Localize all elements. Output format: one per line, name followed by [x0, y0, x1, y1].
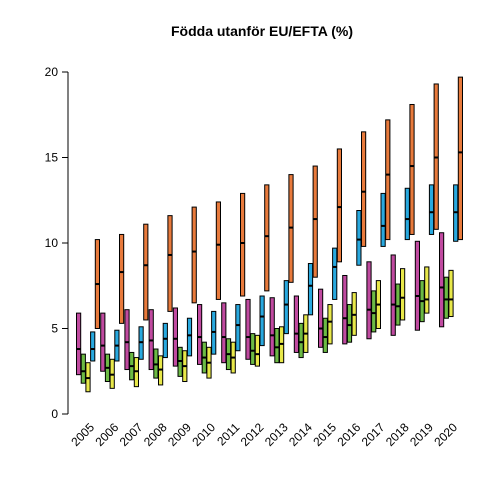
y-tick-label: 5	[51, 322, 58, 336]
range-box	[264, 184, 270, 292]
range-box	[336, 148, 342, 263]
chart-title: Födda utanför EU/EFTA (%)	[171, 23, 353, 39]
range-box	[318, 288, 324, 348]
x-tick-label: 2006	[93, 420, 122, 449]
range-box	[245, 298, 251, 360]
range-box	[322, 317, 328, 353]
range-box	[172, 307, 179, 367]
range-box	[457, 76, 463, 241]
range-box	[250, 333, 256, 365]
y-tick-label: 15	[45, 151, 59, 165]
x-tick-label: 2013	[262, 420, 291, 449]
x-tick-label: 2019	[407, 420, 436, 449]
range-box	[414, 240, 420, 331]
range-box	[395, 283, 401, 326]
range-box	[439, 232, 445, 328]
range-box	[269, 297, 275, 357]
range-box	[259, 295, 265, 347]
range-box	[380, 192, 386, 247]
range-box	[400, 268, 406, 321]
range-box	[448, 269, 454, 318]
range-box	[409, 103, 415, 235]
plot-area	[76, 76, 463, 393]
range-box	[167, 215, 173, 312]
y-tick-label: 10	[45, 236, 59, 250]
y-ticks: 0 5 10 15 20	[45, 65, 68, 421]
range-box	[356, 210, 362, 266]
y-tick-label: 0	[51, 407, 58, 421]
range-box	[371, 290, 377, 333]
range-box	[80, 353, 86, 384]
range-box	[240, 192, 246, 297]
x-ticks: 2005200620072008200920102011201220132014…	[68, 420, 460, 449]
range-box	[119, 233, 125, 324]
range-box	[342, 274, 348, 345]
range-box	[443, 276, 449, 319]
range-box	[197, 304, 203, 365]
range-box	[424, 266, 430, 314]
range-box	[162, 322, 168, 359]
x-tick-label: 2020	[431, 420, 460, 449]
range-box	[215, 201, 222, 300]
range-box	[428, 184, 435, 235]
x-tick-label: 2014	[286, 420, 315, 449]
x-tick-label: 2007	[117, 420, 146, 449]
range-box	[327, 304, 333, 345]
x-tick-label: 2009	[165, 420, 194, 449]
x-tick-label: 2011	[214, 420, 242, 448]
x-tick-label: 2012	[238, 420, 267, 449]
y-tick-label: 20	[45, 65, 59, 79]
range-box	[76, 312, 82, 376]
x-tick-label: 2010	[189, 420, 218, 449]
range-box	[254, 334, 261, 367]
range-box	[90, 331, 96, 362]
range-box	[283, 280, 289, 335]
range-box	[346, 304, 353, 343]
range-box	[361, 131, 367, 247]
range-box	[221, 302, 227, 364]
range-box	[366, 261, 372, 340]
range-box	[143, 223, 149, 321]
x-tick-label: 2016	[335, 420, 364, 449]
x-tick-label: 2008	[141, 420, 170, 449]
x-tick-label: 2017	[359, 420, 388, 449]
range-box	[385, 119, 391, 241]
x-tick-label: 2015	[310, 420, 339, 449]
range-box	[274, 328, 280, 364]
range-box	[404, 187, 410, 241]
range-box	[293, 295, 299, 353]
x-tick-label: 2005	[68, 420, 97, 449]
range-box	[298, 322, 304, 359]
range-box	[307, 263, 314, 316]
range-box	[186, 317, 193, 357]
range-box	[390, 254, 396, 336]
x-tick-label: 2018	[383, 420, 412, 449]
range-box	[332, 247, 338, 300]
range-box	[124, 309, 130, 371]
range-box	[100, 312, 106, 372]
range-box	[191, 206, 197, 304]
range-box	[235, 304, 241, 352]
range-box	[312, 165, 318, 278]
